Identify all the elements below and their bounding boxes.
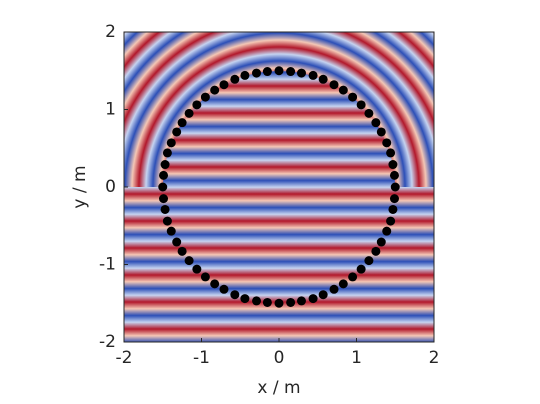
point [390,182,400,192]
point [252,68,262,78]
point [286,67,296,77]
point [296,68,306,78]
point [386,216,396,226]
point [184,256,194,266]
point [160,160,170,170]
point [262,67,272,77]
point [230,74,240,84]
point [162,148,172,158]
x-tick-label: -1 [193,348,210,368]
y-tick-label: 1 [105,100,116,120]
y-tick-label: 0 [105,177,116,197]
x-tick-label: 0 [274,348,285,368]
point [286,297,296,307]
point [371,118,381,128]
point [371,246,381,256]
point [329,284,339,294]
point [308,70,318,80]
point [356,100,366,110]
field-outer-arcs [124,32,434,187]
point [160,204,170,214]
point [172,127,182,137]
y-axis-label: y / m [70,165,90,208]
point [318,74,328,84]
point [262,297,272,307]
point [329,80,339,90]
point [348,272,358,282]
point [376,237,386,247]
point [192,264,202,274]
point [308,294,318,304]
point [177,246,187,256]
point [159,170,169,180]
point [200,92,210,102]
x-tick-label: 1 [351,348,362,368]
point [364,108,374,118]
point [162,216,172,226]
x-tick-label: -2 [116,348,133,368]
y-tick-label: 2 [105,22,116,42]
y-tick-label: -1 [99,255,116,275]
point [159,194,169,204]
point [296,296,306,306]
point [318,290,328,300]
point [219,80,229,90]
point [376,127,386,137]
point [210,85,220,95]
point [389,194,399,204]
point [388,160,398,170]
point [356,264,366,274]
point [338,85,348,95]
point [230,290,240,300]
point [364,256,374,266]
point [240,70,250,80]
point [382,226,392,236]
point [210,279,220,289]
point [386,148,396,158]
point [338,279,348,289]
point [240,294,250,304]
point [382,138,392,148]
point [192,100,202,110]
point [200,272,210,282]
point [274,298,284,308]
point [166,226,176,236]
point [348,92,358,102]
field [124,32,434,342]
point [177,118,187,128]
y-tick-label: -2 [99,332,116,352]
x-tick-label: 2 [429,348,440,368]
point [219,284,229,294]
point [252,296,262,306]
point [172,237,182,247]
point [166,138,176,148]
point [184,108,194,118]
point [274,66,284,76]
point [158,182,168,192]
x-axis-label: x / m [257,378,300,398]
point [389,170,399,180]
point [388,204,398,214]
